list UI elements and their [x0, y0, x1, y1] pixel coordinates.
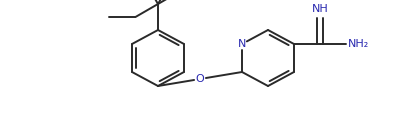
- Text: O: O: [196, 74, 205, 84]
- Text: N: N: [238, 39, 246, 49]
- Text: NH₂: NH₂: [348, 39, 369, 49]
- Text: NH: NH: [312, 4, 328, 14]
